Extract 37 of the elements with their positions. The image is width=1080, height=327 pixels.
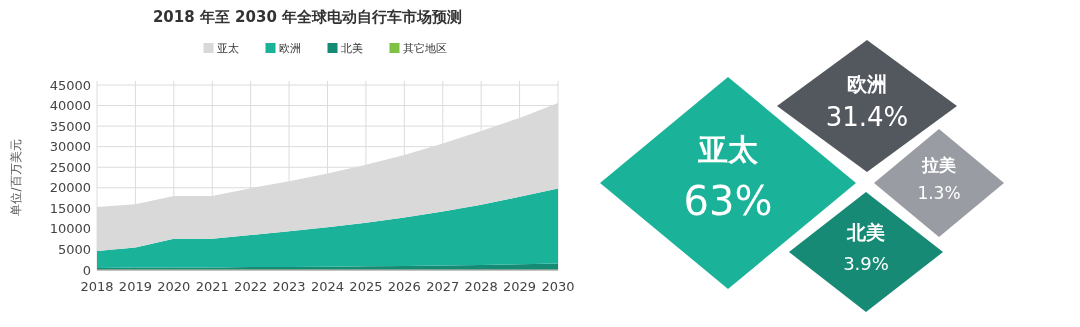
x-tick-label: 2019 <box>118 279 152 294</box>
x-tick-label: 2028 <box>464 279 498 294</box>
x-tick-label: 2023 <box>272 279 306 294</box>
x-tick-label: 2022 <box>234 279 268 294</box>
x-tick-label: 2024 <box>310 279 345 294</box>
category-label: 北美 <box>846 220 885 243</box>
x-tick-label: 2021 <box>195 279 229 294</box>
y-tick-label: 10000 <box>49 221 91 237</box>
x-tick-label: 2025 <box>349 279 383 294</box>
y-tick-label: 45000 <box>49 77 91 93</box>
legend-label: 亚太 <box>216 42 239 55</box>
x-tick-label: 2030 <box>541 279 575 294</box>
y-tick-label: 35000 <box>49 118 91 134</box>
x-tick-label: 2027 <box>426 279 460 294</box>
y-tick-label: 40000 <box>49 98 91 114</box>
category-label: 亚太 <box>697 131 759 167</box>
y-axis-title: 单位/百万美元 <box>9 139 23 216</box>
legend-label: 北美 <box>340 42 363 55</box>
data-label: 63% <box>683 177 773 224</box>
category-label: 欧洲 <box>847 72 887 97</box>
data-label: 1.3% <box>917 183 961 204</box>
legend-label: 其它地区 <box>402 42 447 55</box>
y-tick-label: 20000 <box>49 180 91 196</box>
data-label: 31.4% <box>825 101 909 132</box>
legend-label: 欧洲 <box>278 42 301 55</box>
x-tick-label: 2029 <box>503 279 537 294</box>
y-tick-label: 15000 <box>49 200 91 216</box>
y-tick-label: 0 <box>82 262 91 278</box>
y-tick-label: 25000 <box>49 159 91 175</box>
data-label: 3.9% <box>843 253 889 275</box>
x-tick-label: 2026 <box>387 279 421 294</box>
category-label: 拉美 <box>921 155 956 176</box>
chart-title: 2018 年至 2030 年全球电动自行车市场预测 <box>152 8 463 26</box>
y-tick-label: 5000 <box>57 241 91 257</box>
x-tick-label: 2020 <box>157 279 191 294</box>
x-tick-label: 2018 <box>80 279 114 294</box>
y-tick-label: 30000 <box>49 139 91 155</box>
